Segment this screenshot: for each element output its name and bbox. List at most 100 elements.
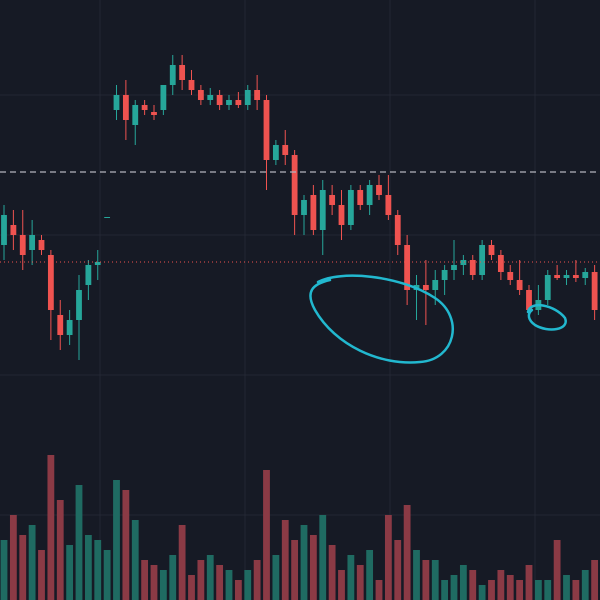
- candle-body: [319, 190, 326, 230]
- volume-bar: [356, 565, 364, 600]
- volume-bar: [497, 570, 505, 600]
- volume-bar: [534, 580, 542, 600]
- candle-body: [263, 100, 270, 160]
- volume-bar: [309, 535, 317, 600]
- candle-body: [160, 85, 167, 110]
- volume-bar: [94, 540, 102, 600]
- candle-body: [432, 280, 439, 290]
- candle-body: [385, 195, 392, 215]
- candle-body: [272, 145, 279, 160]
- candle-body: [151, 112, 157, 115]
- volume-bar: [591, 560, 599, 600]
- volume-bar: [206, 555, 214, 600]
- volume-bar: [488, 580, 495, 600]
- candle-body: [563, 275, 570, 278]
- volume-bar: [581, 570, 589, 600]
- candle-body: [207, 95, 214, 100]
- candle-body: [132, 105, 139, 125]
- candle-body: [376, 185, 382, 195]
- volume-bar: [469, 570, 477, 600]
- volume-bar: [366, 550, 374, 600]
- candle-layer: [1, 55, 598, 360]
- volume-bar: [553, 540, 561, 600]
- candle-body: [291, 155, 298, 215]
- candle-body: [554, 275, 561, 278]
- candle-body: [254, 90, 261, 100]
- volume-bar: [38, 550, 45, 600]
- volume-bar: [150, 565, 158, 600]
- candle-body: [338, 205, 345, 225]
- candle-body: [141, 105, 148, 110]
- volume-bar: [572, 580, 580, 600]
- volume-bar: [244, 570, 252, 600]
- candle-body: [197, 90, 204, 100]
- volume-bar: [66, 545, 74, 600]
- volume-bar: [188, 575, 195, 600]
- candle-body: [66, 320, 73, 335]
- reference-lines: [0, 171, 600, 263]
- candle-body: [347, 190, 354, 225]
- candle-body: [404, 245, 411, 290]
- volume-bar: [103, 550, 111, 600]
- hand-drawn-ellipse: [526, 303, 567, 331]
- candle-body: [19, 235, 26, 255]
- candle-body: [29, 235, 36, 250]
- candle-body: [1, 215, 7, 245]
- volume-bar: [28, 525, 36, 600]
- candle-body: [282, 145, 289, 155]
- candle-body: [94, 262, 101, 265]
- candle-body: [441, 270, 448, 280]
- candle-body: [76, 290, 82, 320]
- volume-bar: [384, 515, 392, 600]
- volume-bar: [478, 585, 486, 600]
- volume-bar: [234, 580, 242, 600]
- volume-bar: [441, 580, 449, 600]
- volume-bar: [375, 580, 383, 600]
- volume-bar: [19, 535, 27, 600]
- candle-body: [216, 95, 223, 105]
- candle-body: [310, 195, 317, 230]
- volume-bar: [347, 555, 355, 600]
- candle-body: [188, 80, 195, 90]
- volume-bar: [431, 560, 439, 600]
- candle-body: [57, 315, 64, 335]
- volume-bar: [413, 550, 420, 600]
- candle-body: [516, 280, 523, 290]
- volume-bar: [328, 545, 336, 600]
- volume-bar: [300, 525, 308, 600]
- candle-body: [10, 225, 17, 235]
- candle-body: [366, 185, 373, 205]
- volume-bar: [459, 565, 467, 600]
- volume-bar: [394, 540, 402, 600]
- candle-body: [113, 95, 120, 110]
- candle-body: [507, 272, 514, 280]
- candle-body: [591, 272, 598, 310]
- candle-body: [469, 260, 476, 275]
- volume-bar: [84, 535, 92, 600]
- candle-body: [479, 245, 486, 275]
- volume-bar: [178, 525, 186, 600]
- volume-bar: [131, 520, 139, 600]
- candle-body: [85, 265, 92, 285]
- candle-body: [104, 217, 111, 218]
- volume-bar: [47, 455, 55, 600]
- candle-body: [572, 275, 579, 278]
- hand-drawn-ellipse: [309, 274, 454, 364]
- volume-bar: [75, 485, 83, 600]
- volume-layer: [0, 455, 599, 600]
- volume-bar: [291, 540, 299, 600]
- volume-bar: [450, 575, 458, 600]
- candle-body: [526, 290, 532, 310]
- volume-bar: [253, 560, 261, 600]
- volume-bar: [113, 480, 120, 600]
- candle-body: [582, 272, 589, 278]
- volume-bar: [525, 565, 533, 600]
- candle-body: [329, 195, 336, 205]
- annotations: [309, 274, 567, 364]
- volume-bar: [422, 560, 430, 600]
- candle-body: [179, 65, 186, 80]
- candle-body: [301, 200, 307, 215]
